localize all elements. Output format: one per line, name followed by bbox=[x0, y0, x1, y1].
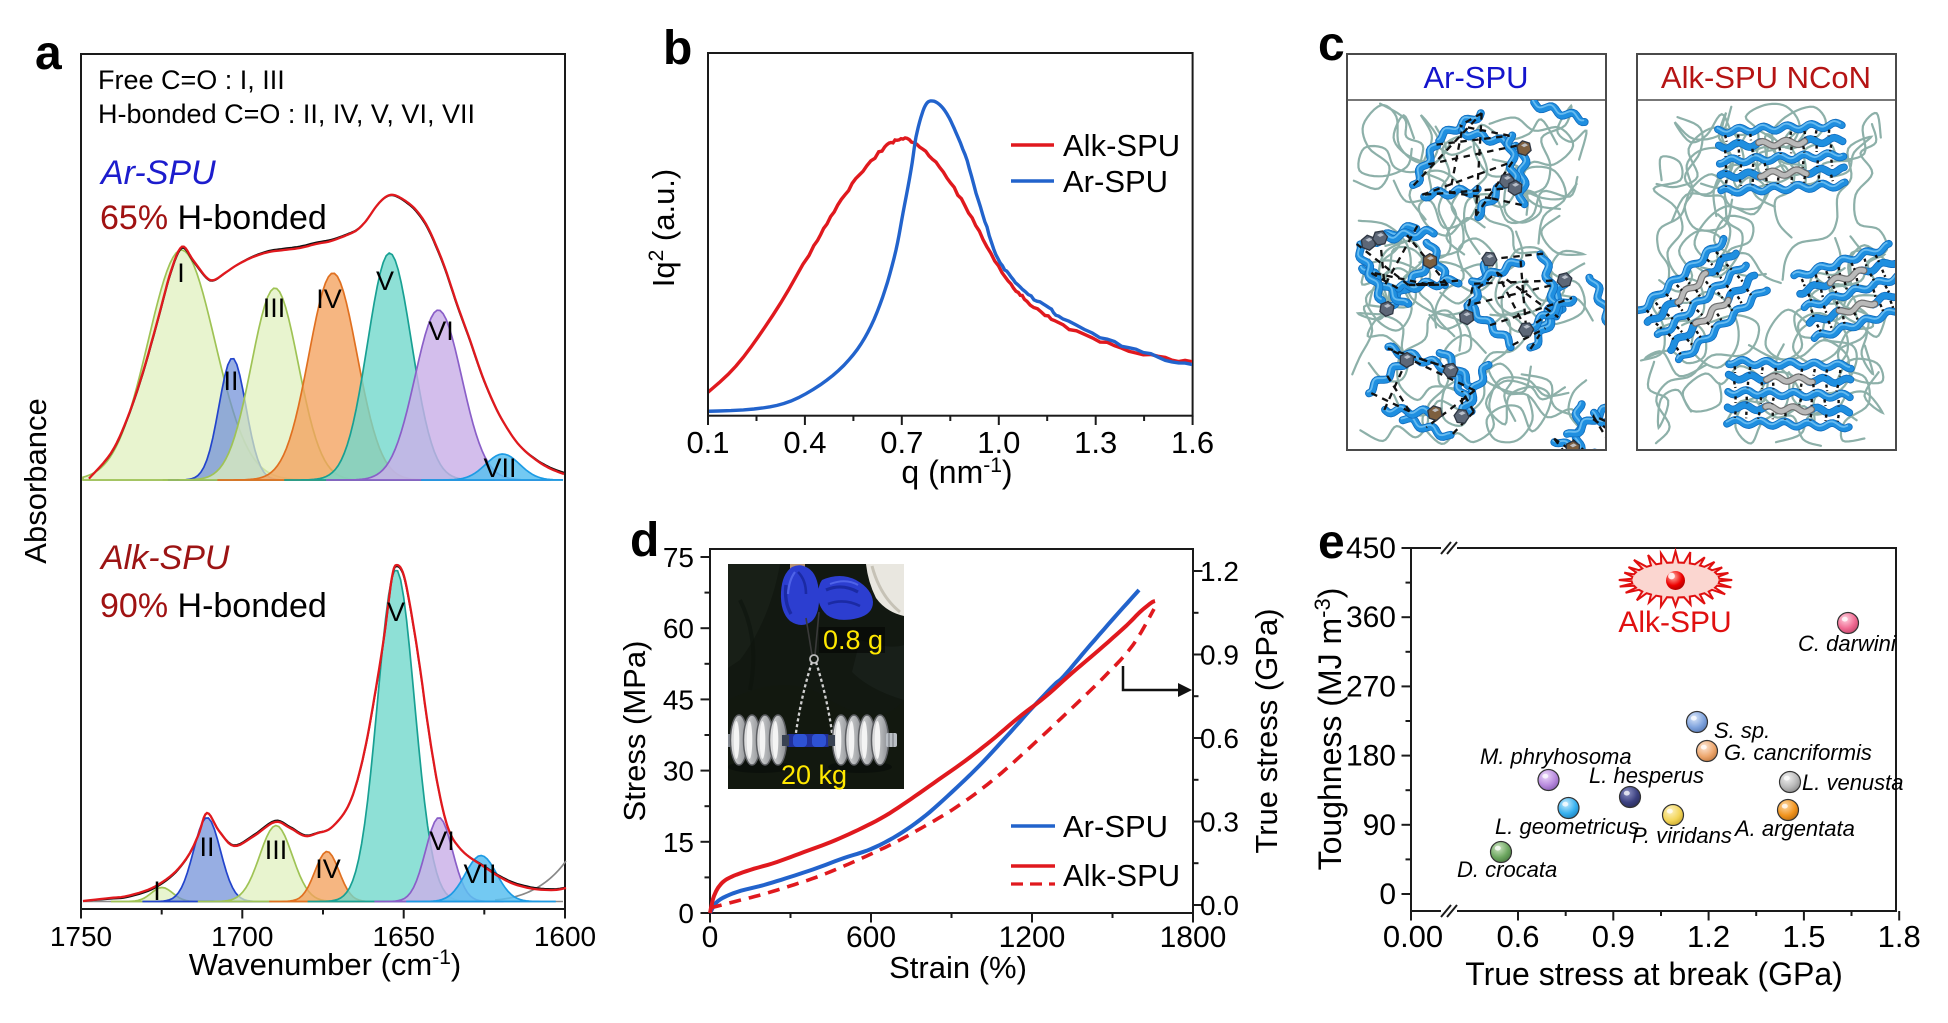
svg-text:G. cancriformis: G. cancriformis bbox=[1724, 740, 1872, 765]
svg-text:Ar-SPU: Ar-SPU bbox=[1423, 60, 1528, 95]
svg-text:D. crocata: D. crocata bbox=[1457, 857, 1557, 882]
svg-text:P. viridans: P. viridans bbox=[1632, 823, 1732, 848]
svg-text:Absorbance: Absorbance bbox=[18, 398, 53, 563]
svg-text:1.3: 1.3 bbox=[1074, 425, 1117, 460]
svg-text:IV: IV bbox=[315, 854, 341, 884]
svg-text:Free C=O : I, III: Free C=O : I, III bbox=[98, 65, 285, 95]
svg-text:II: II bbox=[223, 366, 238, 396]
svg-text:Alk-SPU: Alk-SPU bbox=[99, 539, 230, 577]
svg-text:1.5: 1.5 bbox=[1782, 919, 1825, 954]
svg-text:q (nm-1): q (nm-1) bbox=[901, 454, 1012, 490]
svg-text:0.6: 0.6 bbox=[1200, 723, 1239, 754]
svg-text:Stress (MPa): Stress (MPa) bbox=[617, 641, 652, 822]
svg-text:60: 60 bbox=[663, 613, 694, 644]
svg-text:L. venusta: L. venusta bbox=[1802, 770, 1904, 795]
svg-text:1750: 1750 bbox=[50, 921, 112, 952]
svg-text:0.0: 0.0 bbox=[1200, 890, 1239, 921]
svg-text:450: 450 bbox=[1346, 532, 1396, 565]
svg-text:65% H-bonded: 65% H-bonded bbox=[100, 199, 327, 237]
svg-text:b: b bbox=[663, 22, 692, 75]
svg-text:0.3: 0.3 bbox=[1200, 807, 1239, 838]
svg-text:Iq2 (a.u.): Iq2 (a.u.) bbox=[645, 169, 681, 288]
svg-text:0: 0 bbox=[678, 898, 694, 929]
svg-text:VII: VII bbox=[463, 859, 496, 889]
svg-text:III: III bbox=[263, 293, 286, 323]
svg-text:0.9: 0.9 bbox=[1200, 640, 1239, 671]
svg-text:Alk-SPU: Alk-SPU bbox=[1063, 858, 1180, 893]
svg-text:II: II bbox=[199, 832, 214, 862]
svg-text:75: 75 bbox=[663, 542, 694, 573]
svg-text:C. darwini: C. darwini bbox=[1798, 631, 1897, 656]
svg-text:0: 0 bbox=[702, 921, 719, 954]
svg-text:VI: VI bbox=[428, 316, 454, 346]
svg-text:Alk-SPU NCoN: Alk-SPU NCoN bbox=[1661, 60, 1871, 95]
svg-text:d: d bbox=[630, 514, 659, 567]
svg-text:30: 30 bbox=[663, 756, 694, 787]
svg-text:270: 270 bbox=[1346, 670, 1396, 703]
svg-text:1.6: 1.6 bbox=[1171, 425, 1214, 460]
svg-text:Wavenumber (cm-1): Wavenumber (cm-1) bbox=[189, 946, 461, 982]
svg-text:c: c bbox=[1318, 18, 1345, 71]
svg-text:Ar-SPU: Ar-SPU bbox=[99, 154, 216, 192]
svg-text:0.9: 0.9 bbox=[1592, 919, 1635, 954]
svg-text:90% H-bonded: 90% H-bonded bbox=[100, 587, 327, 625]
svg-text:VII: VII bbox=[483, 453, 516, 483]
svg-text:IV: IV bbox=[316, 284, 342, 314]
svg-text:e: e bbox=[1318, 516, 1345, 569]
svg-text:20 kg: 20 kg bbox=[781, 760, 847, 790]
svg-text:Ar-SPU: Ar-SPU bbox=[1063, 809, 1168, 844]
svg-text:1.2: 1.2 bbox=[1200, 556, 1239, 587]
svg-text:I: I bbox=[153, 876, 161, 906]
svg-text:0.6: 0.6 bbox=[1496, 919, 1539, 954]
svg-text:1.2: 1.2 bbox=[1687, 919, 1730, 954]
svg-text:180: 180 bbox=[1346, 740, 1396, 773]
svg-text:0: 0 bbox=[1379, 878, 1396, 911]
svg-text:Strain (%): Strain (%) bbox=[889, 950, 1027, 985]
svg-text:V: V bbox=[387, 597, 405, 627]
svg-text:Toughness (MJ m-3): Toughness (MJ m-3) bbox=[1310, 588, 1348, 871]
svg-text:L. hesperus: L. hesperus bbox=[1589, 763, 1704, 788]
svg-text:360: 360 bbox=[1346, 601, 1396, 634]
svg-text:Alk-SPU: Alk-SPU bbox=[1063, 128, 1180, 163]
svg-text:III: III bbox=[265, 835, 288, 865]
svg-text:VI: VI bbox=[429, 826, 455, 856]
svg-text:1.8: 1.8 bbox=[1878, 919, 1921, 954]
svg-text:I: I bbox=[177, 258, 185, 288]
svg-text:90: 90 bbox=[1363, 809, 1396, 842]
svg-text:1600: 1600 bbox=[534, 921, 596, 952]
svg-text:A. argentata: A. argentata bbox=[1733, 816, 1855, 841]
svg-text:45: 45 bbox=[663, 684, 694, 715]
svg-text:0.1: 0.1 bbox=[686, 425, 729, 460]
svg-text:H-bonded C=O : II, IV, V, VI,: H-bonded C=O : II, IV, V, VI, VII bbox=[98, 99, 475, 129]
svg-text:Alk-SPU: Alk-SPU bbox=[1618, 606, 1731, 639]
svg-text:True stress at break (GPa): True stress at break (GPa) bbox=[1465, 956, 1843, 992]
svg-text:1800: 1800 bbox=[1160, 921, 1227, 954]
svg-text:V: V bbox=[376, 266, 394, 296]
svg-text:0.4: 0.4 bbox=[783, 425, 826, 460]
svg-text:True stress (GPa): True stress (GPa) bbox=[1249, 608, 1284, 853]
svg-text:15: 15 bbox=[663, 827, 694, 858]
svg-text:a: a bbox=[35, 27, 62, 80]
svg-text:L. geometricus: L. geometricus bbox=[1495, 814, 1639, 839]
svg-text:0.00: 0.00 bbox=[1383, 919, 1443, 954]
svg-text:0.8 g: 0.8 g bbox=[823, 625, 883, 655]
svg-text:Ar-SPU: Ar-SPU bbox=[1063, 164, 1168, 199]
